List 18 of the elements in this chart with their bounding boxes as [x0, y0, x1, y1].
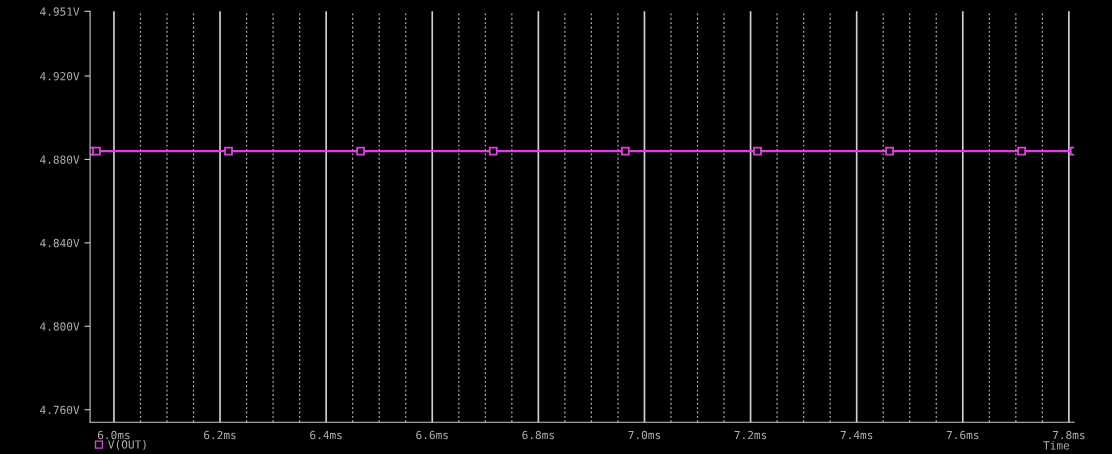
y-tick-label: 4.880V [40, 155, 80, 164]
x-tick-label: 7.8ms [1052, 430, 1085, 440]
x-tick-label: 6.4ms [310, 430, 342, 440]
x-tick-label: 7.4ms [840, 430, 873, 440]
x-axis-title: Time [1043, 440, 1070, 450]
x-tick-label: 6.2ms [204, 430, 236, 440]
y-tick-label: 4.760V [40, 405, 80, 415]
x-tick-label: 6.6ms [416, 430, 448, 440]
x-tick-label: 7.0ms [628, 430, 661, 440]
x-tick-label: 6.0ms [97, 430, 130, 440]
y-tick-label: 4.951V [40, 7, 80, 16]
x-tick-label: 7.2ms [734, 430, 767, 440]
legend-label: V(OUT) [108, 440, 146, 450]
y-tick-label: 4.800V [40, 322, 80, 331]
y-tick-label: 4.920V [40, 72, 80, 81]
y-tick-label: 4.840V [40, 238, 80, 248]
x-tick-label: 6.8ms [522, 430, 554, 440]
x-tick-label: 7.6ms [946, 430, 979, 440]
